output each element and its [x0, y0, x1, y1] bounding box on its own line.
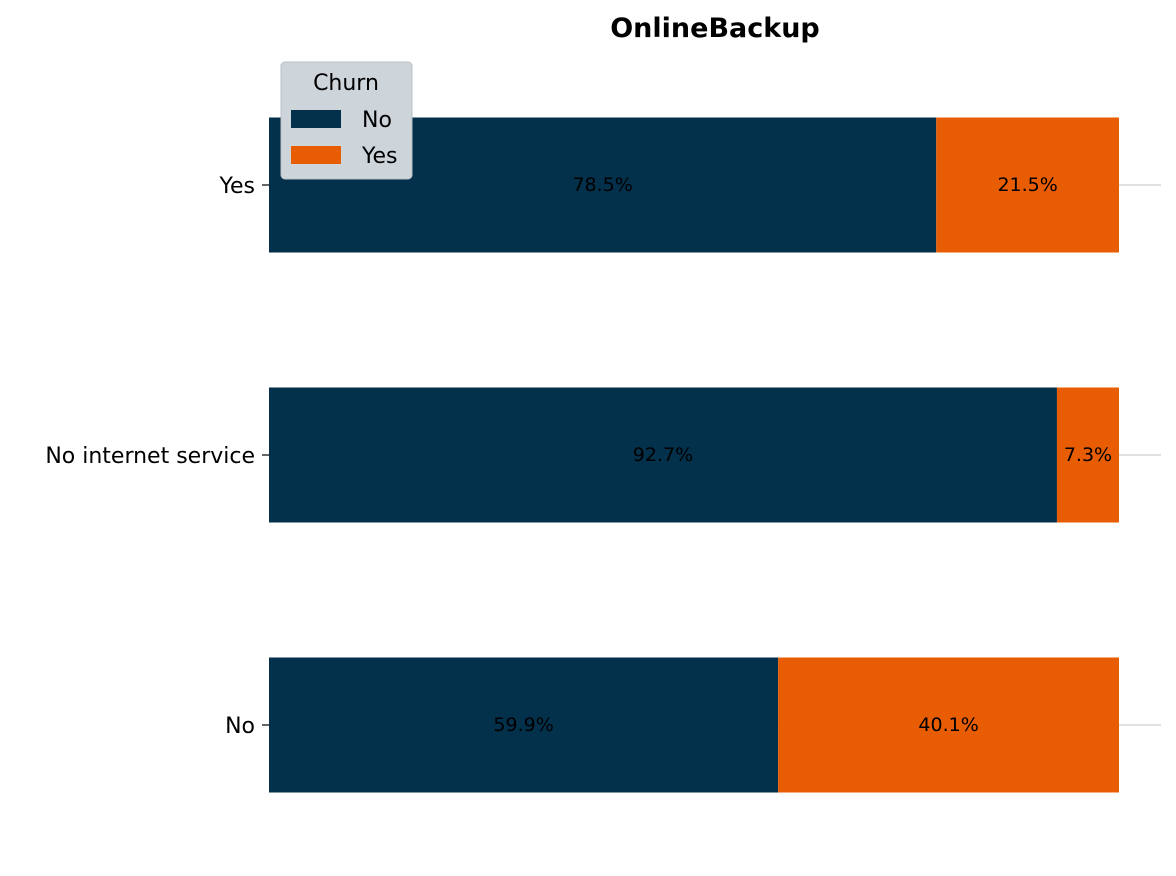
legend-items: No Yes: [291, 108, 398, 169]
y-tick-label: Yes: [218, 174, 255, 199]
y-axis: Yes No internet service No: [45, 174, 269, 739]
bar-value-label: 40.1%: [918, 714, 978, 736]
chart-title: OnlineBackup: [610, 13, 820, 44]
legend-swatch: [291, 110, 341, 128]
bar-segment-yes: [1056, 387, 1119, 523]
legend-label: No: [362, 108, 392, 133]
bar-value-label: 21.5%: [997, 174, 1057, 196]
bar-value-label: 92.7%: [633, 444, 693, 466]
bar-segment-yes: [778, 657, 1119, 793]
legend-label: Yes: [361, 144, 398, 169]
bar-segment-yes: [936, 117, 1119, 253]
legend: Churn No Yes: [280, 61, 413, 180]
bar-segment-no: [269, 387, 1057, 523]
bar-value-label: 7.3%: [1064, 444, 1112, 466]
legend-swatch: [291, 146, 341, 164]
legend-title: Churn: [313, 71, 379, 96]
y-tick-label: No: [225, 714, 255, 739]
y-tick-label: No internet service: [45, 444, 255, 469]
bar-labels: 78.5% 21.5% 92.7% 7.3% 59.9% 40.1%: [493, 174, 1112, 736]
bars: [269, 117, 1119, 793]
bar-value-label: 78.5%: [572, 174, 632, 196]
bar-segment-no: [269, 657, 779, 793]
bar-value-label: 59.9%: [493, 714, 553, 736]
